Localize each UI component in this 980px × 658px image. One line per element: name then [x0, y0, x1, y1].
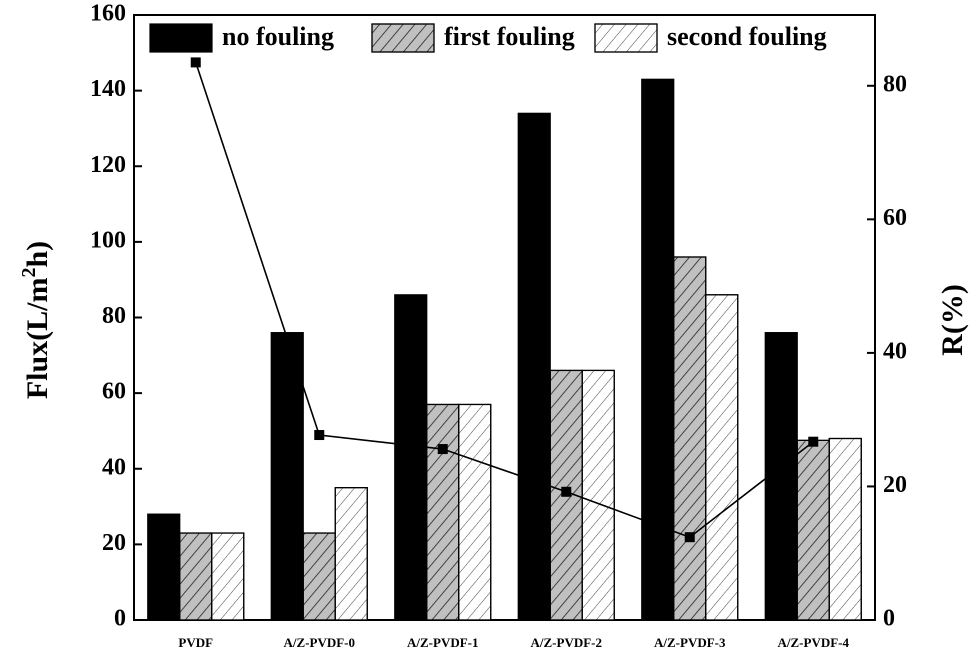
y2-tick-label: 0: [883, 606, 895, 632]
hatch: [673, 256, 707, 621]
y-tick-label: 20: [102, 530, 126, 556]
x-tick-label: A/Z-PVDF-0: [284, 635, 356, 650]
y-tick-label: 100: [90, 227, 126, 253]
y2-axis-label: R(%): [936, 284, 969, 356]
x-tick-label: A/Z-PVDF-2: [531, 635, 603, 650]
hatch: [581, 369, 615, 621]
y2-tick-label: 20: [883, 472, 907, 498]
line: [194, 62, 814, 539]
y-tick-label: 160: [90, 1, 126, 27]
y2-tick-label: 80: [883, 71, 907, 97]
hatch: [796, 439, 830, 621]
hatch: [828, 437, 862, 621]
bar: [394, 294, 428, 621]
x-tick-label: PVDF: [178, 635, 213, 650]
legend-swatch: [149, 23, 213, 53]
legend-label: first fouling: [444, 22, 575, 51]
plot-frame: [133, 14, 876, 621]
y-axis-label: Flux(L/m2h): [18, 241, 54, 399]
legend-label: no fouling: [222, 22, 334, 51]
line-marker: [684, 532, 695, 543]
bar: [270, 332, 304, 621]
y2-tick-label: 60: [883, 205, 907, 231]
legend-hatch: [371, 23, 435, 53]
y-tick-label: 140: [90, 76, 126, 102]
hatch: [334, 487, 368, 621]
x-tick-label: A/Z-PVDF-3: [654, 635, 726, 650]
hatch: [211, 532, 245, 621]
hatch: [458, 403, 492, 621]
hatch: [426, 403, 460, 621]
line-marker: [437, 444, 448, 455]
hatch: [302, 532, 336, 621]
line-marker: [808, 436, 819, 447]
y-tick-label: 60: [102, 379, 126, 405]
bar: [517, 112, 551, 621]
x-tick-label: A/Z-PVDF-1: [407, 635, 479, 650]
y-tick-label: 120: [90, 152, 126, 178]
hatch: [179, 532, 213, 621]
line-marker: [190, 57, 201, 68]
line-marker: [314, 430, 325, 441]
line-marker: [561, 486, 572, 497]
y-tick-label: 40: [102, 454, 126, 480]
x-tick-label: A/Z-PVDF-4: [778, 635, 850, 650]
legend-hatch: [594, 23, 658, 53]
y-tick-label: 0: [114, 606, 126, 632]
y-tick-label: 80: [102, 303, 126, 329]
bar: [147, 513, 181, 621]
bar: [641, 78, 675, 621]
legend-label: second fouling: [667, 22, 827, 51]
hatch: [705, 294, 739, 621]
bar: [764, 332, 798, 621]
y2-tick-label: 40: [883, 338, 907, 364]
